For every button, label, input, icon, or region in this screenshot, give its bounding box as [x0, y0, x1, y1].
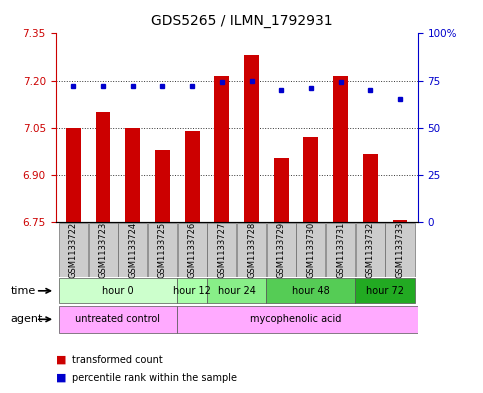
Text: GSM1133724: GSM1133724	[128, 222, 137, 277]
Text: GSM1133733: GSM1133733	[396, 221, 404, 278]
Bar	[207, 278, 266, 303]
Bar	[125, 128, 140, 222]
Bar	[385, 222, 414, 277]
Bar	[393, 220, 407, 222]
Bar	[58, 278, 177, 303]
Text: GSM1133729: GSM1133729	[277, 222, 286, 277]
Text: GSM1133731: GSM1133731	[336, 221, 345, 278]
Bar	[267, 222, 296, 277]
Bar	[66, 128, 81, 222]
Text: time: time	[11, 286, 36, 296]
Text: GDS5265 / ILMN_1792931: GDS5265 / ILMN_1792931	[151, 14, 332, 28]
Text: hour 12: hour 12	[173, 286, 211, 296]
Bar	[266, 278, 355, 303]
Bar	[237, 222, 266, 277]
Bar	[244, 55, 259, 222]
Text: GSM1133725: GSM1133725	[158, 222, 167, 277]
Text: hour 72: hour 72	[366, 286, 404, 296]
Bar	[177, 306, 418, 333]
Text: GSM1133730: GSM1133730	[306, 221, 315, 278]
Text: GSM1133722: GSM1133722	[69, 222, 78, 277]
Bar	[88, 222, 117, 277]
Bar	[274, 158, 289, 222]
Bar	[185, 131, 199, 222]
Bar	[118, 222, 147, 277]
Bar	[177, 278, 207, 303]
Text: percentile rank within the sample: percentile rank within the sample	[72, 373, 238, 383]
Bar	[214, 76, 229, 222]
Bar	[363, 154, 378, 222]
Bar	[58, 306, 177, 333]
Text: agent: agent	[11, 314, 43, 324]
Bar	[59, 222, 88, 277]
Bar	[207, 222, 236, 277]
Text: GSM1133727: GSM1133727	[217, 221, 227, 278]
Text: GSM1133723: GSM1133723	[99, 221, 108, 278]
Bar	[148, 222, 177, 277]
Text: ■: ■	[56, 354, 66, 365]
Text: hour 0: hour 0	[102, 286, 134, 296]
Bar	[356, 222, 385, 277]
Bar	[355, 278, 415, 303]
Bar	[155, 150, 170, 222]
Bar	[333, 76, 348, 222]
Bar	[96, 112, 111, 222]
Text: transformed count: transformed count	[72, 354, 163, 365]
Text: hour 48: hour 48	[292, 286, 330, 296]
Text: hour 24: hour 24	[218, 286, 256, 296]
Text: ■: ■	[56, 373, 66, 383]
Text: GSM1133728: GSM1133728	[247, 221, 256, 278]
Text: mycophenolic acid: mycophenolic acid	[250, 314, 342, 324]
Text: GSM1133732: GSM1133732	[366, 221, 375, 278]
Bar	[297, 222, 326, 277]
Bar	[178, 222, 207, 277]
Bar	[326, 222, 355, 277]
Bar	[303, 137, 318, 222]
Text: GSM1133726: GSM1133726	[187, 221, 197, 278]
Text: untreated control: untreated control	[75, 314, 160, 324]
